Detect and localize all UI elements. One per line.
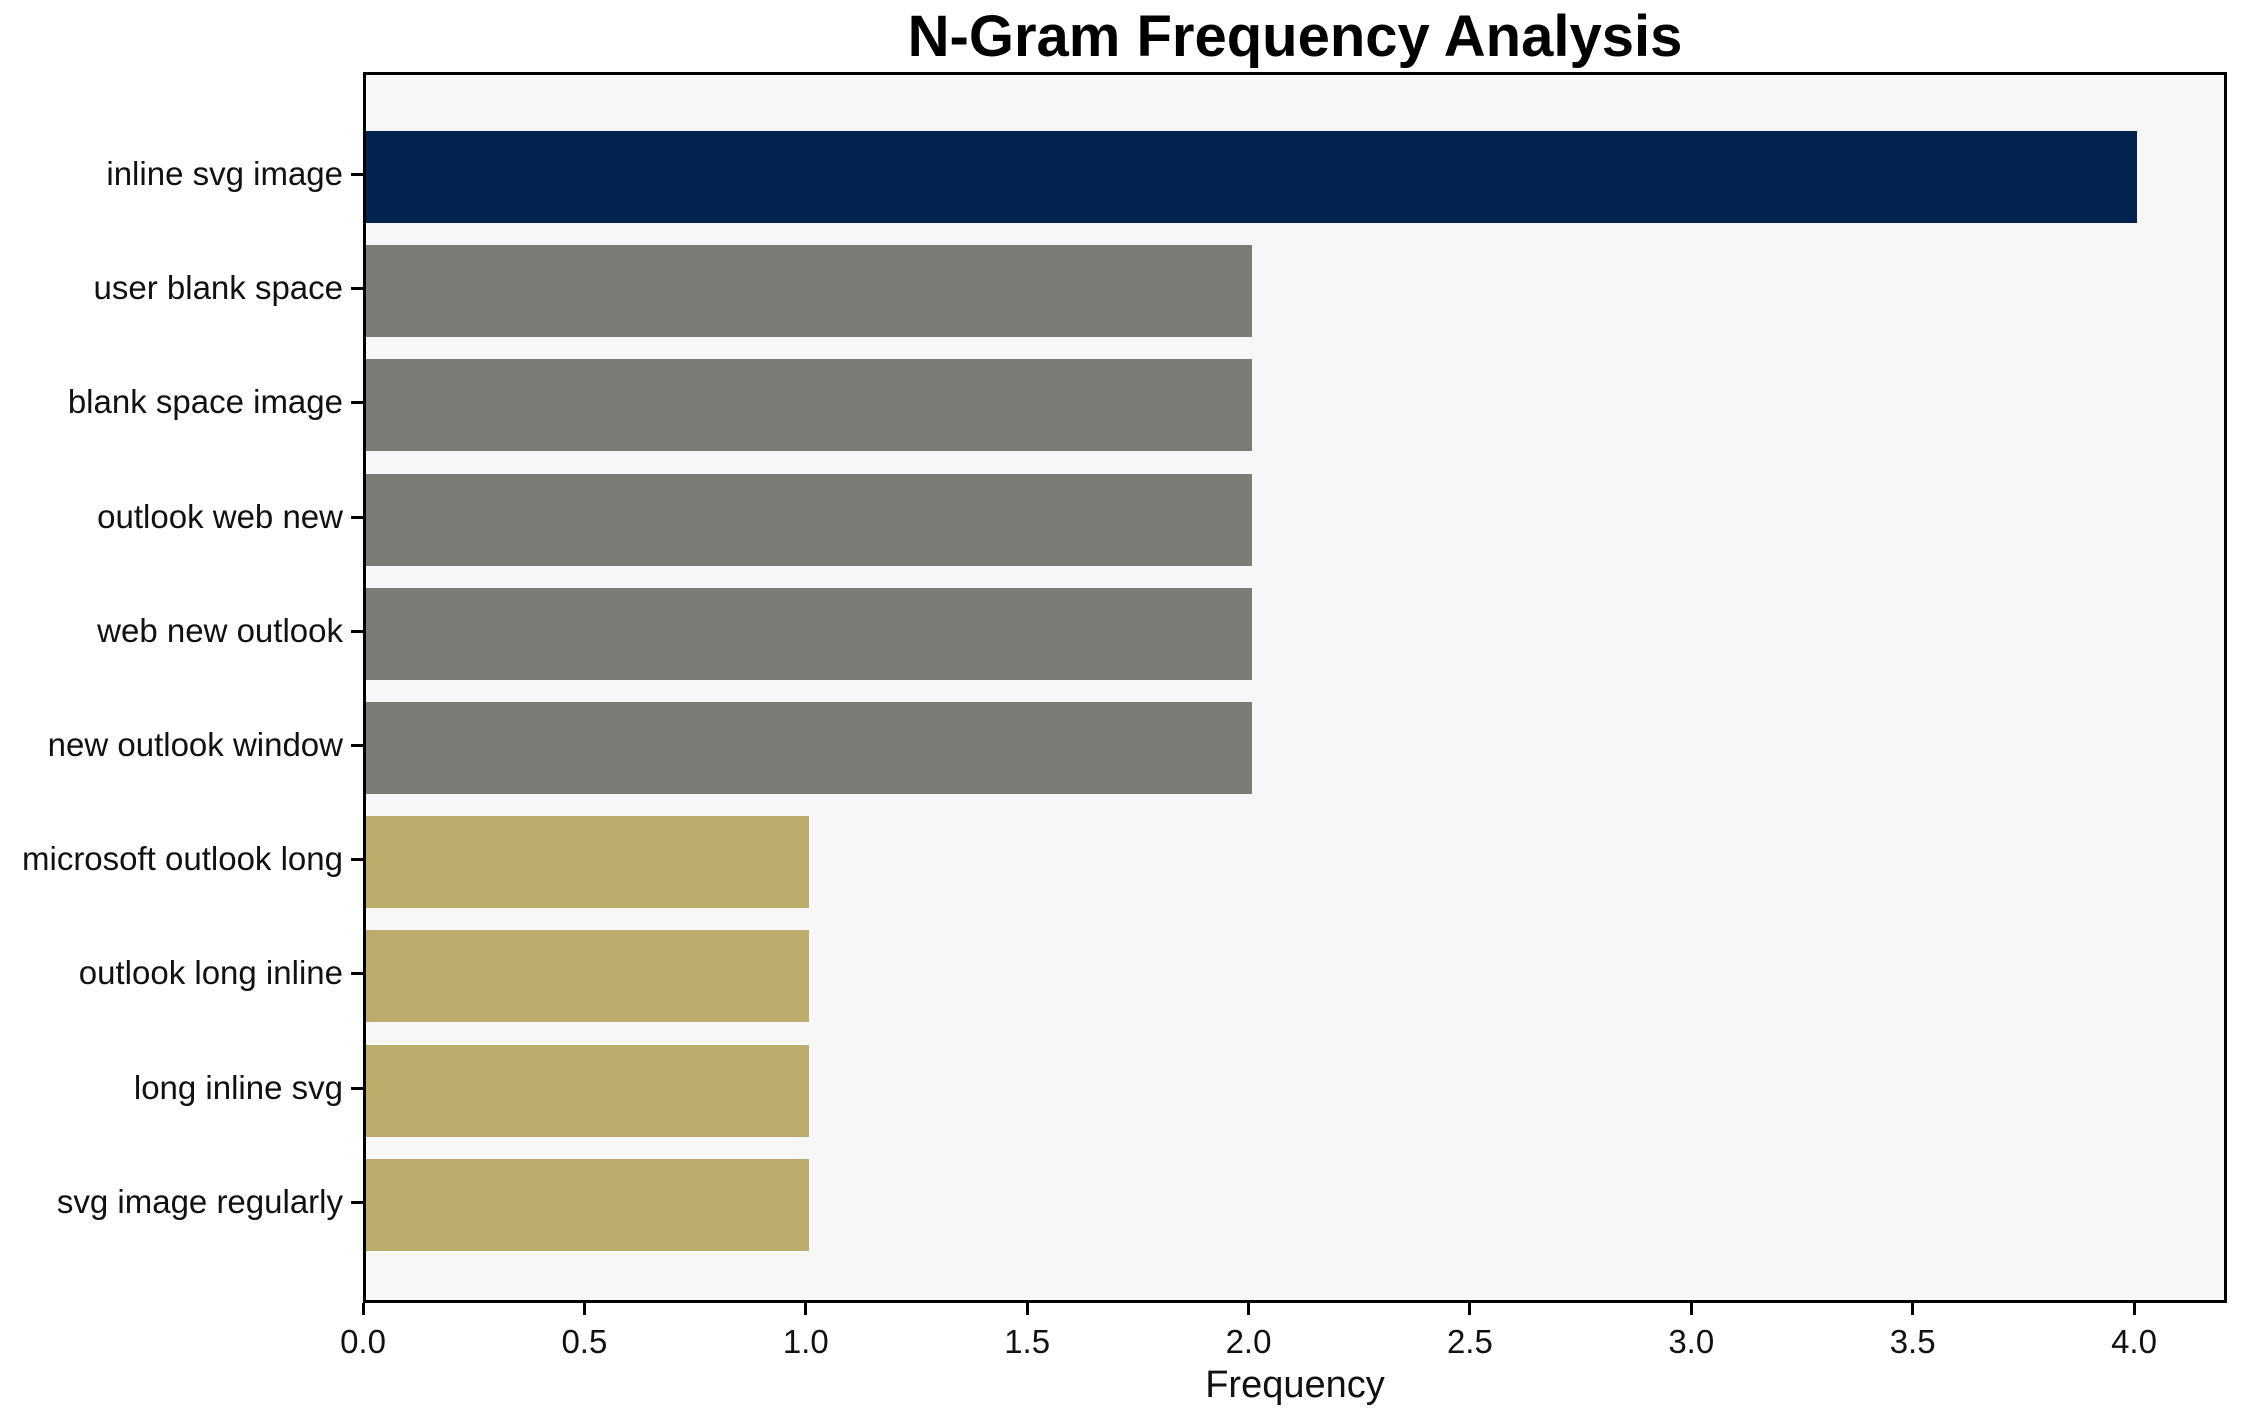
x-tick-label: 1.0 (782, 1323, 829, 1360)
y-tick-label: web new outlook (97, 611, 343, 649)
y-tick-label: inline svg image (106, 155, 343, 192)
bar (366, 245, 1252, 338)
bar (366, 1158, 809, 1251)
x-tick-mark (582, 1303, 586, 1315)
x-tick-label: 2.0 (1225, 1323, 1272, 1360)
y-tick-label: blank space image (67, 383, 343, 421)
y-tick-label: long inline svg (133, 1068, 343, 1106)
x-tick-label: 3.5 (1889, 1323, 1936, 1360)
x-tick-mark (1468, 1303, 1472, 1315)
y-tick-mark (351, 1086, 363, 1090)
y-tick-label: user blank space (93, 269, 343, 307)
x-tick-mark (1025, 1303, 1029, 1315)
y-tick-mark (351, 972, 363, 976)
chart-title: N-Gram Frequency Analysis (907, 4, 1683, 69)
x-tick-mark (1911, 1303, 1915, 1315)
y-tick-label: new outlook window (47, 726, 343, 763)
bar (366, 473, 1252, 566)
y-tick-mark (351, 173, 363, 176)
y-tick-mark (351, 629, 363, 633)
bar (366, 930, 809, 1023)
x-tick-label: 2.5 (1446, 1323, 1493, 1360)
bar (366, 587, 1252, 680)
bar (366, 359, 1252, 452)
x-tick-mark (1689, 1303, 1693, 1315)
x-tick-label: 0.0 (340, 1323, 386, 1360)
y-tick-label: outlook long inline (78, 954, 343, 992)
bar (366, 702, 1252, 794)
x-axis-title: Frequency (1205, 1364, 1385, 1406)
bar (366, 1044, 809, 1137)
y-tick-mark (351, 744, 363, 747)
x-tick-mark (1247, 1303, 1250, 1315)
x-tick-label: 0.5 (561, 1323, 608, 1360)
y-tick-label: svg image regularly (56, 1182, 343, 1220)
bar (366, 816, 809, 909)
y-tick-mark (351, 401, 363, 405)
x-tick-mark (2132, 1303, 2136, 1315)
y-tick-mark (351, 515, 363, 519)
y-tick-mark (351, 858, 363, 862)
y-tick-label: outlook web new (97, 497, 343, 535)
bar (366, 131, 2138, 223)
y-tick-mark (351, 1200, 363, 1204)
x-tick-mark (804, 1303, 808, 1315)
y-tick-mark (351, 287, 363, 291)
x-tick-label: 3.0 (1668, 1323, 1715, 1360)
y-tick-label: microsoft outlook long (22, 840, 343, 878)
plot-area (363, 72, 2227, 1303)
x-tick-label: 4.0 (2111, 1323, 2157, 1360)
x-tick-label: 1.5 (1004, 1323, 1051, 1360)
x-tick-mark (361, 1303, 365, 1315)
